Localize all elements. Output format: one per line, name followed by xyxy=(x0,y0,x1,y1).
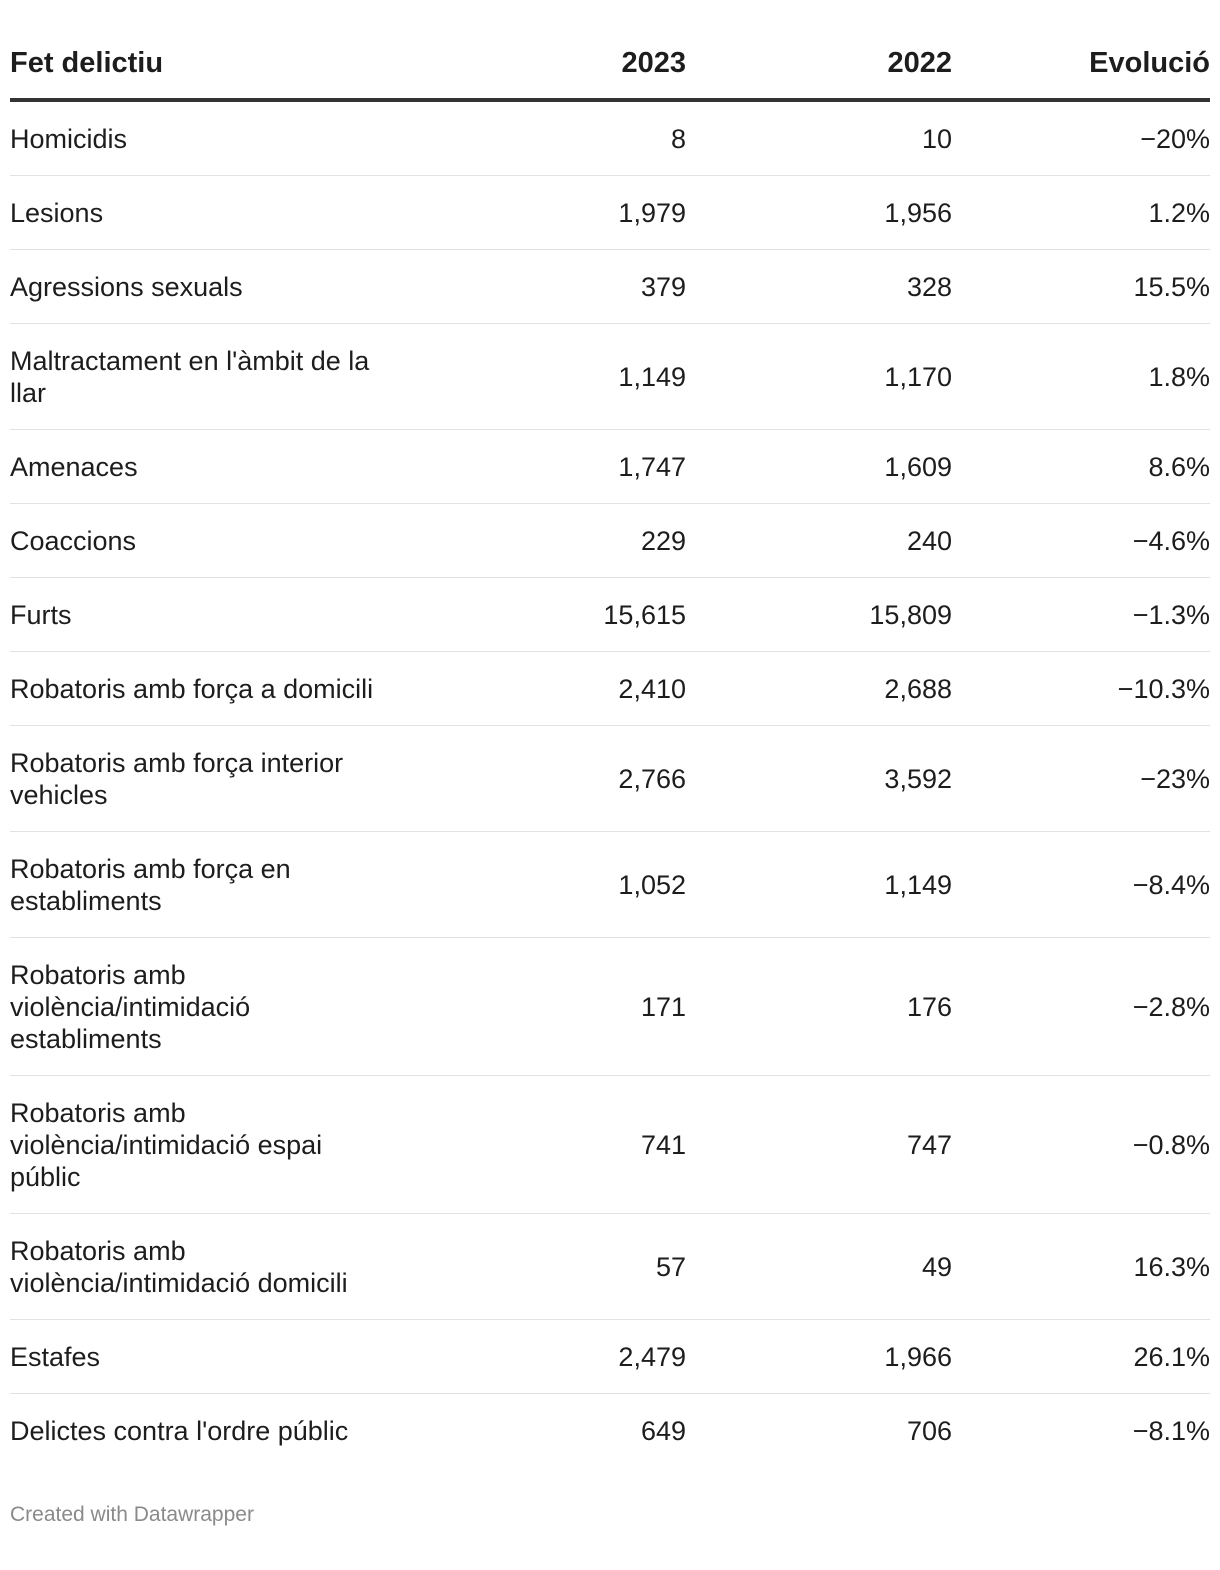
row-label: Delictes contra l'ordre públic xyxy=(10,1415,349,1446)
cell-2022: 1,149 xyxy=(686,831,952,938)
cell-2022: 49 xyxy=(686,1213,952,1320)
cell-evolucio: 8.6% xyxy=(952,429,1210,504)
row-label: Agressions sexuals xyxy=(10,249,410,324)
table-row: Agressions sexuals 379 328 15.5% xyxy=(10,249,1210,324)
table-row: Delictes contra l'ordre públic 649 706 −… xyxy=(10,1394,1210,1468)
row-label: Coaccions xyxy=(10,503,410,578)
cell-2023: 741 xyxy=(410,1075,686,1214)
cell-2023: 2,479 xyxy=(410,1319,686,1394)
column-header-fet-delictiu[interactable]: Fet delictiu xyxy=(10,28,410,102)
cell-2022: 15,809 xyxy=(686,577,952,652)
cell-2022: 1,609 xyxy=(686,429,952,504)
table-row: Robatoris amb violència/intimidació esta… xyxy=(10,937,1210,1076)
cell-2022: 3,592 xyxy=(686,725,952,832)
cell-2022: 706 xyxy=(906,1415,952,1446)
table-row: Lesions 1,979 1,956 1.2% xyxy=(10,175,1210,250)
column-header-evolucio[interactable]: Evolució xyxy=(952,28,1210,102)
cell-evolucio: −4.6% xyxy=(952,503,1210,578)
row-label: Maltractament en l'àmbit de la llar xyxy=(10,323,410,430)
row-label: Lesions xyxy=(10,175,410,250)
cell-evolucio: 1.2% xyxy=(952,175,1210,250)
cell-2023: 649 xyxy=(640,1415,686,1446)
cell-evolucio: −23% xyxy=(952,725,1210,832)
table-row: Coaccions 229 240 −4.6% xyxy=(10,503,1210,578)
row-label: Robatoris amb violència/intimidació domi… xyxy=(10,1213,410,1320)
table-row: Estafes 2,479 1,966 26.1% xyxy=(10,1319,1210,1394)
table-row: Furts 15,615 15,809 −1.3% xyxy=(10,577,1210,652)
cell-2023: 1,149 xyxy=(410,323,686,430)
cell-2023: 171 xyxy=(410,937,686,1076)
column-header-2022[interactable]: 2022 xyxy=(686,28,952,102)
cell-2022: 10 xyxy=(686,100,952,176)
cell-evolucio: 15.5% xyxy=(952,249,1210,324)
table-row: Amenaces 1,747 1,609 8.6% xyxy=(10,429,1210,504)
cell-2022: 2,688 xyxy=(686,651,952,726)
row-label: Robatoris amb força en establiments xyxy=(10,831,410,938)
row-label: Robatoris amb força interior vehicles xyxy=(10,725,410,832)
table-row: Homicidis 8 10 −20% xyxy=(10,100,1210,176)
cell-evolucio: −1.3% xyxy=(952,577,1210,652)
row-label: Amenaces xyxy=(10,429,410,504)
cell-2022: 747 xyxy=(686,1075,952,1214)
cell-evolucio: −20% xyxy=(952,100,1210,176)
cell-evolucio: 16.3% xyxy=(952,1213,1210,1320)
row-label: Robatoris amb força a domicili xyxy=(10,651,410,726)
table-container: Fet delictiu 2023 2022 Evolució Homicidi… xyxy=(10,28,1210,1526)
cell-2023: 229 xyxy=(410,503,686,578)
cell-2022: 240 xyxy=(686,503,952,578)
datawrapper-credit[interactable]: Created with Datawrapper xyxy=(10,1503,254,1526)
cell-evolucio: −0.8% xyxy=(952,1075,1210,1214)
cell-evolucio: −8.4% xyxy=(952,831,1210,938)
cell-2022: 1,170 xyxy=(686,323,952,430)
cell-2023: 15,615 xyxy=(410,577,686,652)
cell-2023: 1,747 xyxy=(410,429,686,504)
column-header-2023[interactable]: 2023 xyxy=(410,28,686,102)
row-label: Furts xyxy=(10,577,410,652)
row-label: Robatoris amb violència/intimidació espa… xyxy=(10,1075,410,1214)
table-row: Robatoris amb força en establiments 1,05… xyxy=(10,831,1210,938)
table-header-row: Fet delictiu 2023 2022 Evolució xyxy=(10,28,1210,102)
row-label: Homicidis xyxy=(10,100,410,176)
row-label: Estafes xyxy=(10,1319,410,1394)
row-label: Robatoris amb violència/intimidació esta… xyxy=(10,937,410,1076)
cell-evolucio: −10.3% xyxy=(952,651,1210,726)
table-row: Maltractament en l'àmbit de la llar 1,14… xyxy=(10,323,1210,430)
cell-2022: 1,966 xyxy=(686,1319,952,1394)
cell-2023: 1,052 xyxy=(410,831,686,938)
cell-2023: 379 xyxy=(410,249,686,324)
cell-2023: 2,766 xyxy=(410,725,686,832)
cell-evolucio: −8.1% xyxy=(1132,1415,1210,1446)
cell-evolucio: 26.1% xyxy=(952,1319,1210,1394)
cell-2023: 2,410 xyxy=(410,651,686,726)
table-row: Robatoris amb força a domicili 2,410 2,6… xyxy=(10,651,1210,726)
table-row: Robatoris amb força interior vehicles 2,… xyxy=(10,725,1210,832)
cell-2023: 1,979 xyxy=(410,175,686,250)
cell-2022: 176 xyxy=(686,937,952,1076)
cell-2022: 328 xyxy=(686,249,952,324)
crime-statistics-table: Fet delictiu 2023 2022 Evolució Homicidi… xyxy=(10,28,1210,1467)
cell-2022: 1,956 xyxy=(686,175,952,250)
table-row: Robatoris amb violència/intimidació domi… xyxy=(10,1213,1210,1320)
table-row: Robatoris amb violència/intimidació espa… xyxy=(10,1075,1210,1214)
cell-evolucio: 1.8% xyxy=(952,323,1210,430)
cell-2023: 8 xyxy=(410,100,686,176)
cell-2023: 57 xyxy=(410,1213,686,1320)
cell-evolucio: −2.8% xyxy=(952,937,1210,1076)
